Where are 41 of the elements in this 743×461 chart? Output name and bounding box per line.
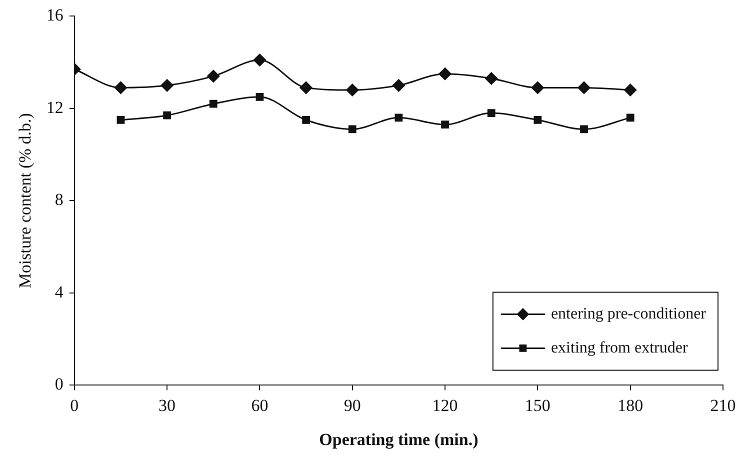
point <box>392 79 405 92</box>
point <box>578 81 590 94</box>
point <box>441 120 449 129</box>
y-tick-label: 12 <box>46 98 64 117</box>
legend-label: exiting from extruder <box>550 339 688 356</box>
point <box>207 70 220 82</box>
y-axis-title: Moisture content (% d.b.) <box>16 113 35 288</box>
point <box>485 72 498 85</box>
y-tick-label: 8 <box>54 190 64 210</box>
x-axis-title: Operating time (min.) <box>319 430 478 450</box>
x-tick-label: 210 <box>710 396 736 415</box>
point <box>626 114 634 122</box>
point <box>487 109 496 117</box>
x-tick-label: 0 <box>70 396 79 415</box>
legend-label: entering pre-conditioner <box>550 305 707 322</box>
point <box>163 111 171 120</box>
x-tick-label: 90 <box>344 396 361 415</box>
y-tick-label: 16 <box>46 6 64 25</box>
y-tick-label: 0 <box>54 374 64 394</box>
point <box>114 81 127 94</box>
x-tick-label: 30 <box>158 396 176 415</box>
point <box>302 116 310 124</box>
point <box>534 116 542 124</box>
point <box>346 84 359 96</box>
point <box>438 68 452 80</box>
point <box>160 79 174 92</box>
x-tick-label: 180 <box>618 396 644 415</box>
x-tick-label: 150 <box>524 396 550 415</box>
y-tick-label: 4 <box>54 282 64 302</box>
point <box>580 125 588 134</box>
x-tick-label: 120 <box>432 396 458 415</box>
point <box>116 116 125 124</box>
point <box>394 114 403 122</box>
point <box>624 84 637 96</box>
point <box>348 125 356 134</box>
point <box>531 81 544 94</box>
x-tick-label: 60 <box>251 396 268 415</box>
point <box>300 81 312 94</box>
point <box>256 92 264 101</box>
point <box>209 100 218 108</box>
point <box>253 54 266 66</box>
